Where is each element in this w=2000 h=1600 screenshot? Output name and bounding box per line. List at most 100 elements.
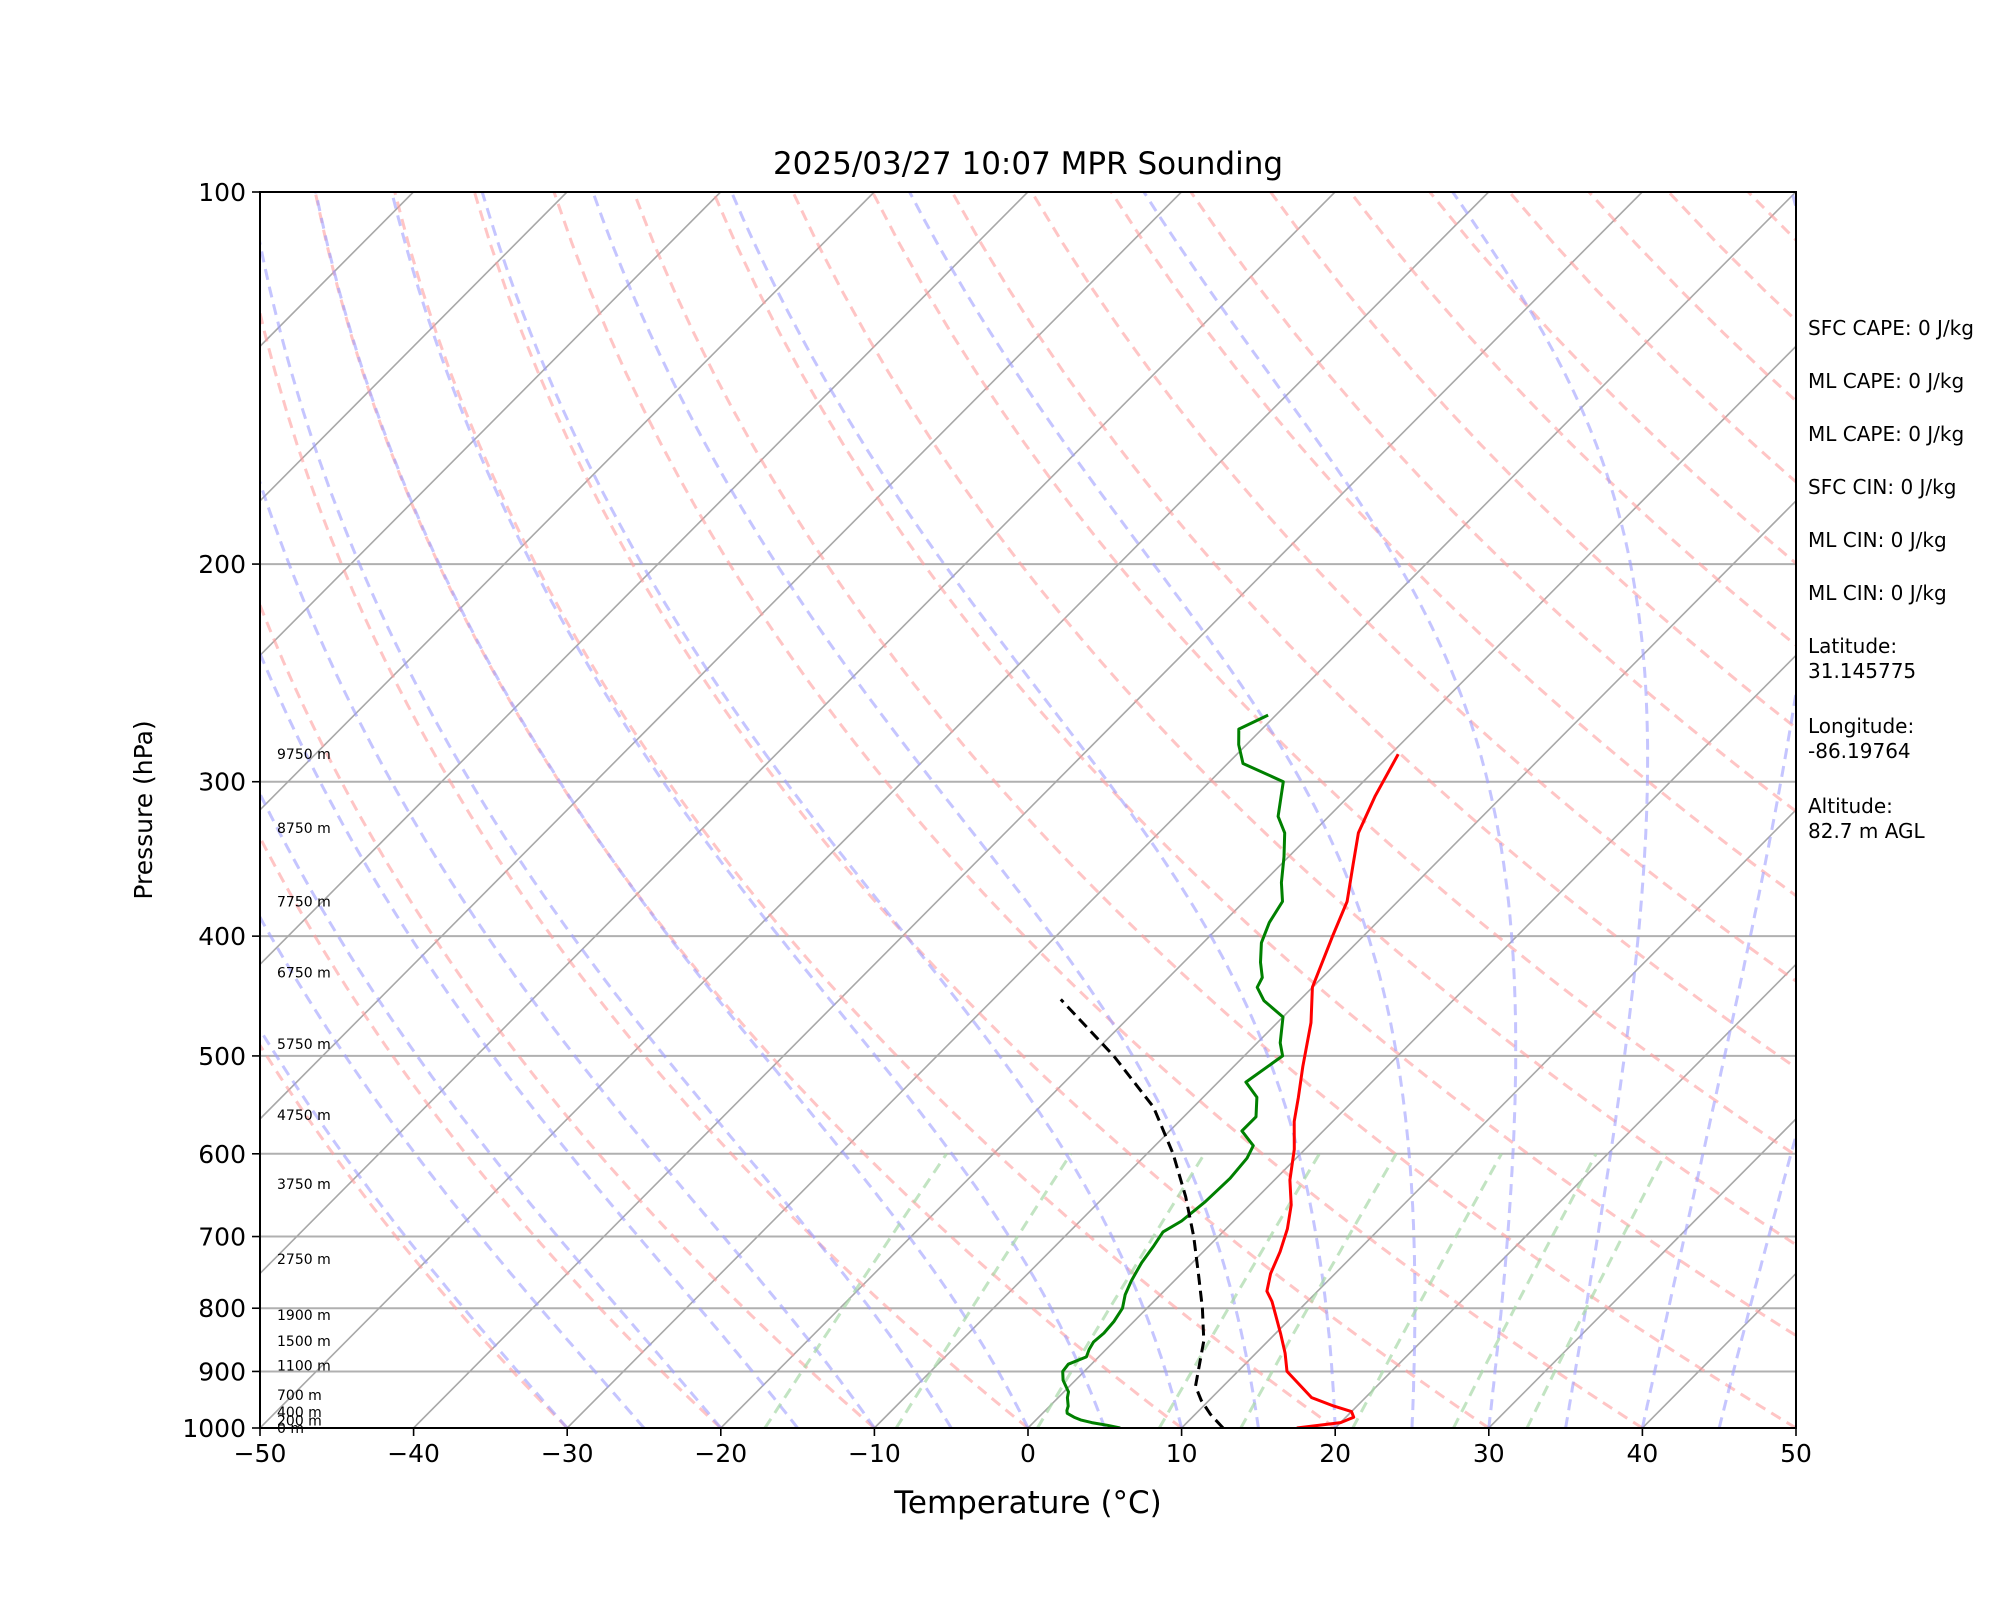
dry-adiabat-line <box>260 306 1029 1428</box>
height-label: 9750 m <box>277 747 331 763</box>
y-tick-label: 800 <box>198 1294 246 1323</box>
y-tick-label: 300 <box>198 768 246 797</box>
isotherm-line <box>260 192 1336 1275</box>
dry-adiabat-line <box>260 834 722 1428</box>
x-axis-label: Temperature (°C) <box>893 1485 1162 1521</box>
longitude-block: Longitude: -86.19764 <box>1808 714 1998 764</box>
mixing-ratio-line <box>1239 1153 1398 1428</box>
height-label: 1500 m <box>277 1334 331 1350</box>
mixing-ratio-line <box>1157 1153 1321 1428</box>
latitude-value: 31.145775 <box>1808 659 1917 683</box>
height-label: 6750 m <box>277 965 331 981</box>
x-tick-label: −50 <box>234 1439 287 1468</box>
x-tick-label: −20 <box>694 1439 747 1468</box>
ml-cin-text: ML CIN: 0 J/kg <box>1808 528 1947 552</box>
moist-adiabat-line <box>314 192 1030 1428</box>
dry-adiabat-line <box>791 192 1796 1247</box>
isotherm-line <box>873 499 1796 1428</box>
moist-adiabat-line <box>260 790 722 1428</box>
height-label: 4750 m <box>277 1108 331 1124</box>
dry-adiabat-line <box>552 192 1644 1428</box>
dry-adiabat-line <box>1189 192 1796 814</box>
ml-cape-text-2: ML CAPE: 0 J/kg <box>1808 422 1965 446</box>
latitude-block: Latitude: 31.145775 <box>1808 634 1998 684</box>
height-label: 400 m <box>277 1405 322 1421</box>
moist-adiabat-line <box>260 914 646 1428</box>
dry-adiabat-line <box>260 1042 569 1428</box>
altitude-label: Altitude: <box>1808 794 1893 818</box>
isotherm-line <box>260 192 568 502</box>
temperature-line <box>1265 753 1400 1428</box>
isotherm-line <box>260 192 1182 1121</box>
height-label: 1100 m <box>277 1358 331 1374</box>
x-tick-label: 50 <box>1780 1439 1812 1468</box>
sounding-stats: SFC CAPE: 0 J/kg ML CAPE: 0 J/kg ML CAPE… <box>1808 316 1998 874</box>
dry-adiabat-line <box>313 192 1183 1428</box>
x-axis-ticks: −50 −40 −30 −20 −10 0 10 20 30 40 50 <box>234 1428 1812 1468</box>
height-label: 700 m <box>277 1388 322 1404</box>
x-tick-label: −30 <box>541 1439 594 1468</box>
ml-cape-text: ML CAPE: 0 J/kg <box>1808 369 1965 393</box>
parcel-line <box>1059 998 1225 1428</box>
y-tick-label: 1000 <box>182 1414 246 1443</box>
height-label: 8750 m <box>277 821 331 837</box>
ml-cin-text-2: ML CIN: 0 J/kg <box>1808 581 1947 605</box>
y-axis-ticks: 100 200 300 400 500 600 700 800 900 1000 <box>182 178 260 1443</box>
dry-adiabat-line <box>711 192 1796 1338</box>
dry-adiabat-line <box>950 192 1796 1070</box>
mixing-ratio-line <box>1351 1153 1503 1428</box>
isotherm-line <box>1334 963 1796 1428</box>
x-tick-label: −10 <box>848 1439 901 1468</box>
profile-lines <box>1059 713 1400 1428</box>
background-lines <box>0 192 1796 1428</box>
isotherm-line <box>260 192 1029 966</box>
moist-adiabat-line <box>730 192 1337 1428</box>
mixing-ratio-line <box>763 1152 948 1428</box>
dry-adiabat-line <box>632 192 1796 1428</box>
x-tick-label: 20 <box>1319 1439 1351 1468</box>
isotherm-line <box>260 192 875 812</box>
y-tick-label: 500 <box>198 1042 246 1071</box>
moist-adiabat-line <box>908 192 1417 1428</box>
sfc-cin-text: SFC CIN: 0 J/kg <box>1808 475 1957 499</box>
y-tick-label: 200 <box>198 550 246 579</box>
moist-adiabat-line <box>260 1026 569 1428</box>
mixing-ratio-line <box>894 1152 1073 1428</box>
longitude-label: Longitude: <box>1808 714 1915 738</box>
dewpoint-line <box>1061 713 1287 1428</box>
isotherm-line <box>1027 654 1796 1428</box>
dry-adiabat-line <box>472 192 1490 1428</box>
height-label: 3750 m <box>277 1177 331 1193</box>
moist-adiabat-line <box>260 235 953 1428</box>
y-tick-label: 700 <box>198 1223 246 1252</box>
dry-adiabat-line <box>871 192 1796 1158</box>
x-tick-label: 10 <box>1166 1439 1198 1468</box>
altitude-value: 82.7 m AGL <box>1808 819 1925 843</box>
y-tick-label: 900 <box>198 1357 246 1386</box>
isotherm-line <box>566 192 1796 1428</box>
longitude-value: -86.19764 <box>1808 739 1911 763</box>
dry-adiabat-line <box>1030 192 1796 983</box>
isotherm-line <box>720 345 1796 1428</box>
height-label: 7750 m <box>277 895 331 911</box>
x-tick-label: 40 <box>1626 1439 1658 1468</box>
moist-adiabat-line <box>480 192 1184 1428</box>
x-tick-label: 30 <box>1473 1439 1505 1468</box>
x-tick-label: −40 <box>387 1439 440 1468</box>
dry-adiabat-line <box>393 192 1337 1428</box>
mixing-ratio-line <box>1036 1153 1206 1428</box>
isotherm-line <box>0 192 106 1428</box>
moist-adiabat-line <box>260 649 799 1428</box>
mixing-ratio-line <box>1525 1153 1667 1428</box>
y-tick-label: 100 <box>198 178 246 207</box>
moist-adiabat-line <box>260 477 876 1428</box>
isotherm-line <box>1488 1117 1796 1428</box>
mixing-ratio-line <box>1452 1153 1598 1428</box>
y-axis-label: Pressure (hPa) <box>129 720 158 899</box>
moist-adiabat-line <box>591 192 1260 1428</box>
moist-adiabat-line <box>1640 192 1796 1428</box>
height-label: 5750 m <box>277 1037 331 1053</box>
dry-adiabat-line <box>260 600 876 1428</box>
